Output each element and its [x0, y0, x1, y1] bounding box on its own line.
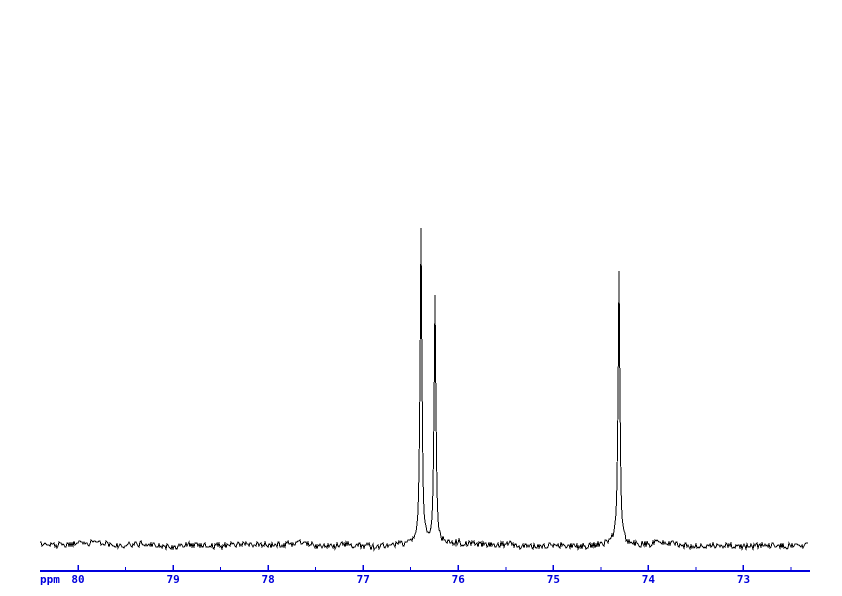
x-axis: 80 79 78 77 76 75 74 73 ppm — [40, 565, 810, 586]
x-axis-tick-label: 80 — [71, 573, 84, 586]
x-axis-ticks — [77, 565, 792, 571]
x-axis-unit-label: ppm — [40, 573, 60, 586]
x-axis-tick-labels: 80 79 78 77 76 75 74 73 — [71, 573, 750, 586]
x-axis-tick-label: 77 — [357, 573, 370, 586]
x-axis-tick-label: 78 — [262, 573, 275, 586]
x-axis-tick-label: 76 — [452, 573, 466, 586]
x-axis-tick-label: 73 — [737, 573, 750, 586]
spectrum-trace — [40, 227, 808, 552]
x-axis-tick-label: 79 — [166, 573, 179, 586]
x-axis-tick-label: 75 — [547, 573, 560, 586]
x-axis-tick-label: 74 — [642, 573, 656, 586]
